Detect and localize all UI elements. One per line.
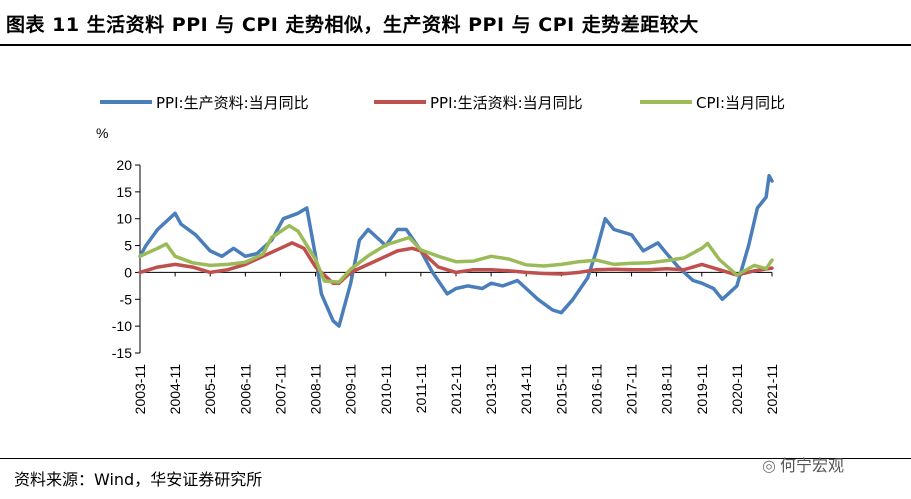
y-axis-label: %: [96, 125, 108, 141]
x-tick-label: 2014-11: [518, 364, 534, 415]
x-tick-label: 2019-11: [694, 364, 710, 415]
y-tick-label: -15: [112, 345, 132, 361]
x-tick-label: 2009-11: [343, 364, 359, 415]
x-tick-label: 2021-11: [764, 364, 780, 415]
x-axis: 2003-11 2004-11 2005-11 2006-11 2007-11 2008-…: [132, 271, 780, 415]
y-tick-label: -5: [120, 291, 133, 307]
series-line-3: [138, 223, 774, 284]
page-title: 图表 11 生活资料 PPI 与 CPI 走势相似，生产资料 PPI 与 CPI…: [6, 14, 699, 36]
series-line-1: [138, 173, 774, 328]
x-tick-label: 2013-11: [483, 364, 499, 415]
series-line-2: [138, 241, 774, 285]
x-tick-label: 2016-11: [588, 364, 604, 415]
watermark-text: 何宁宏观: [779, 456, 844, 475]
y-axis: -15 -10 -5 0 5 10 15 20: [112, 157, 141, 361]
x-tick-label: 2010-11: [378, 364, 394, 415]
legend-label: CPI:当月同比: [696, 94, 785, 112]
line-chart: PPI:生产资料:当月同比 PPI:生活资料:当月同比 CPI:当月同比 % -15…: [96, 94, 785, 415]
x-tick-label: 2018-11: [659, 364, 675, 415]
wechat-icon: ◎: [762, 456, 776, 475]
y-tick-label: 15: [116, 184, 132, 200]
y-tick-label: 5: [124, 238, 132, 254]
y-tick-label: 10: [116, 211, 132, 227]
y-tick-label: 20: [116, 157, 132, 173]
legend: PPI:生产资料:当月同比 PPI:生活资料:当月同比 CPI:当月同比: [100, 94, 785, 112]
x-tick-label: 2005-11: [202, 364, 218, 415]
x-tick-label: 2007-11: [272, 364, 288, 415]
y-tick-label: 0: [124, 264, 132, 280]
title-divider: [0, 44, 911, 46]
x-tick-label: 2017-11: [624, 364, 640, 415]
x-tick-label: 2012-11: [448, 364, 464, 415]
x-tick-label: 2011-11: [413, 364, 429, 414]
x-tick-label: 2020-11: [729, 364, 745, 415]
series-lines: [138, 173, 774, 328]
x-tick-label: 2004-11: [167, 364, 183, 415]
source-divider: [0, 458, 911, 459]
y-tick-label: -10: [112, 318, 132, 334]
x-tick-label: 2006-11: [237, 364, 253, 415]
x-tick-label: 2003-11: [132, 364, 148, 415]
watermark: ◎ 何宁宏观: [762, 452, 844, 476]
source-note: 资料来源：Wind，华安证券研究所: [14, 470, 263, 489]
legend-label: PPI:生产资料:当月同比: [156, 94, 309, 112]
x-tick-label: 2008-11: [308, 364, 324, 415]
legend-label: PPI:生活资料:当月同比: [430, 94, 583, 112]
x-tick-label: 2015-11: [553, 364, 569, 415]
